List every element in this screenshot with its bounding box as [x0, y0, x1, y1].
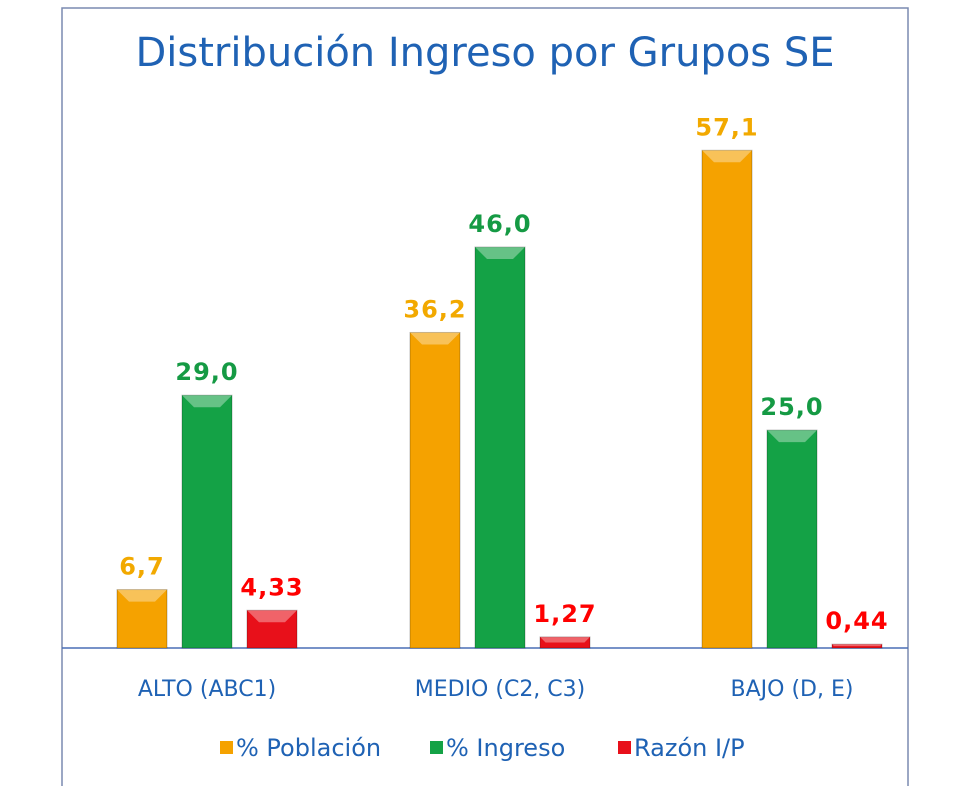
bar [181, 394, 233, 649]
legend-label: Razón I/P [634, 734, 745, 762]
bar-bevel [767, 430, 817, 443]
data-label: 29,0 [175, 358, 238, 386]
data-label: 0,44 [825, 607, 888, 635]
data-label: 46,0 [468, 210, 531, 238]
bar [116, 589, 168, 649]
data-label: 6,7 [119, 553, 165, 581]
x-tick-label: ALTO (ABC1) [138, 677, 276, 702]
bar [701, 149, 753, 649]
bar [474, 246, 526, 649]
bar-bevel [117, 589, 167, 602]
bar [539, 636, 591, 649]
chart-title: Distribución Ingreso por Grupos SE [135, 30, 834, 76]
data-label: 1,27 [533, 600, 596, 628]
bar-bevel [182, 395, 232, 408]
bar-bevel [410, 332, 460, 345]
bar-bevel [832, 644, 882, 647]
data-label: 36,2 [403, 295, 466, 323]
bar [246, 609, 298, 649]
bar-bevel [247, 610, 297, 623]
x-tick-label: BAJO (D, E) [731, 677, 854, 702]
data-label: 57,1 [695, 113, 758, 141]
legend-swatch [220, 741, 233, 754]
legend-swatch [430, 741, 443, 754]
data-label: 25,0 [760, 393, 823, 421]
legend-swatch [618, 741, 631, 754]
data-label: 4,33 [240, 573, 303, 601]
bar-bevel [475, 247, 525, 260]
bar [766, 429, 818, 649]
x-tick-label: MEDIO (C2, C3) [415, 677, 586, 702]
legend-label: % Población [236, 734, 381, 762]
bar-bevel [540, 636, 590, 643]
legend-label: % Ingreso [446, 734, 565, 762]
bar [831, 643, 883, 649]
bar [409, 331, 461, 649]
bar-bevel [702, 150, 752, 163]
